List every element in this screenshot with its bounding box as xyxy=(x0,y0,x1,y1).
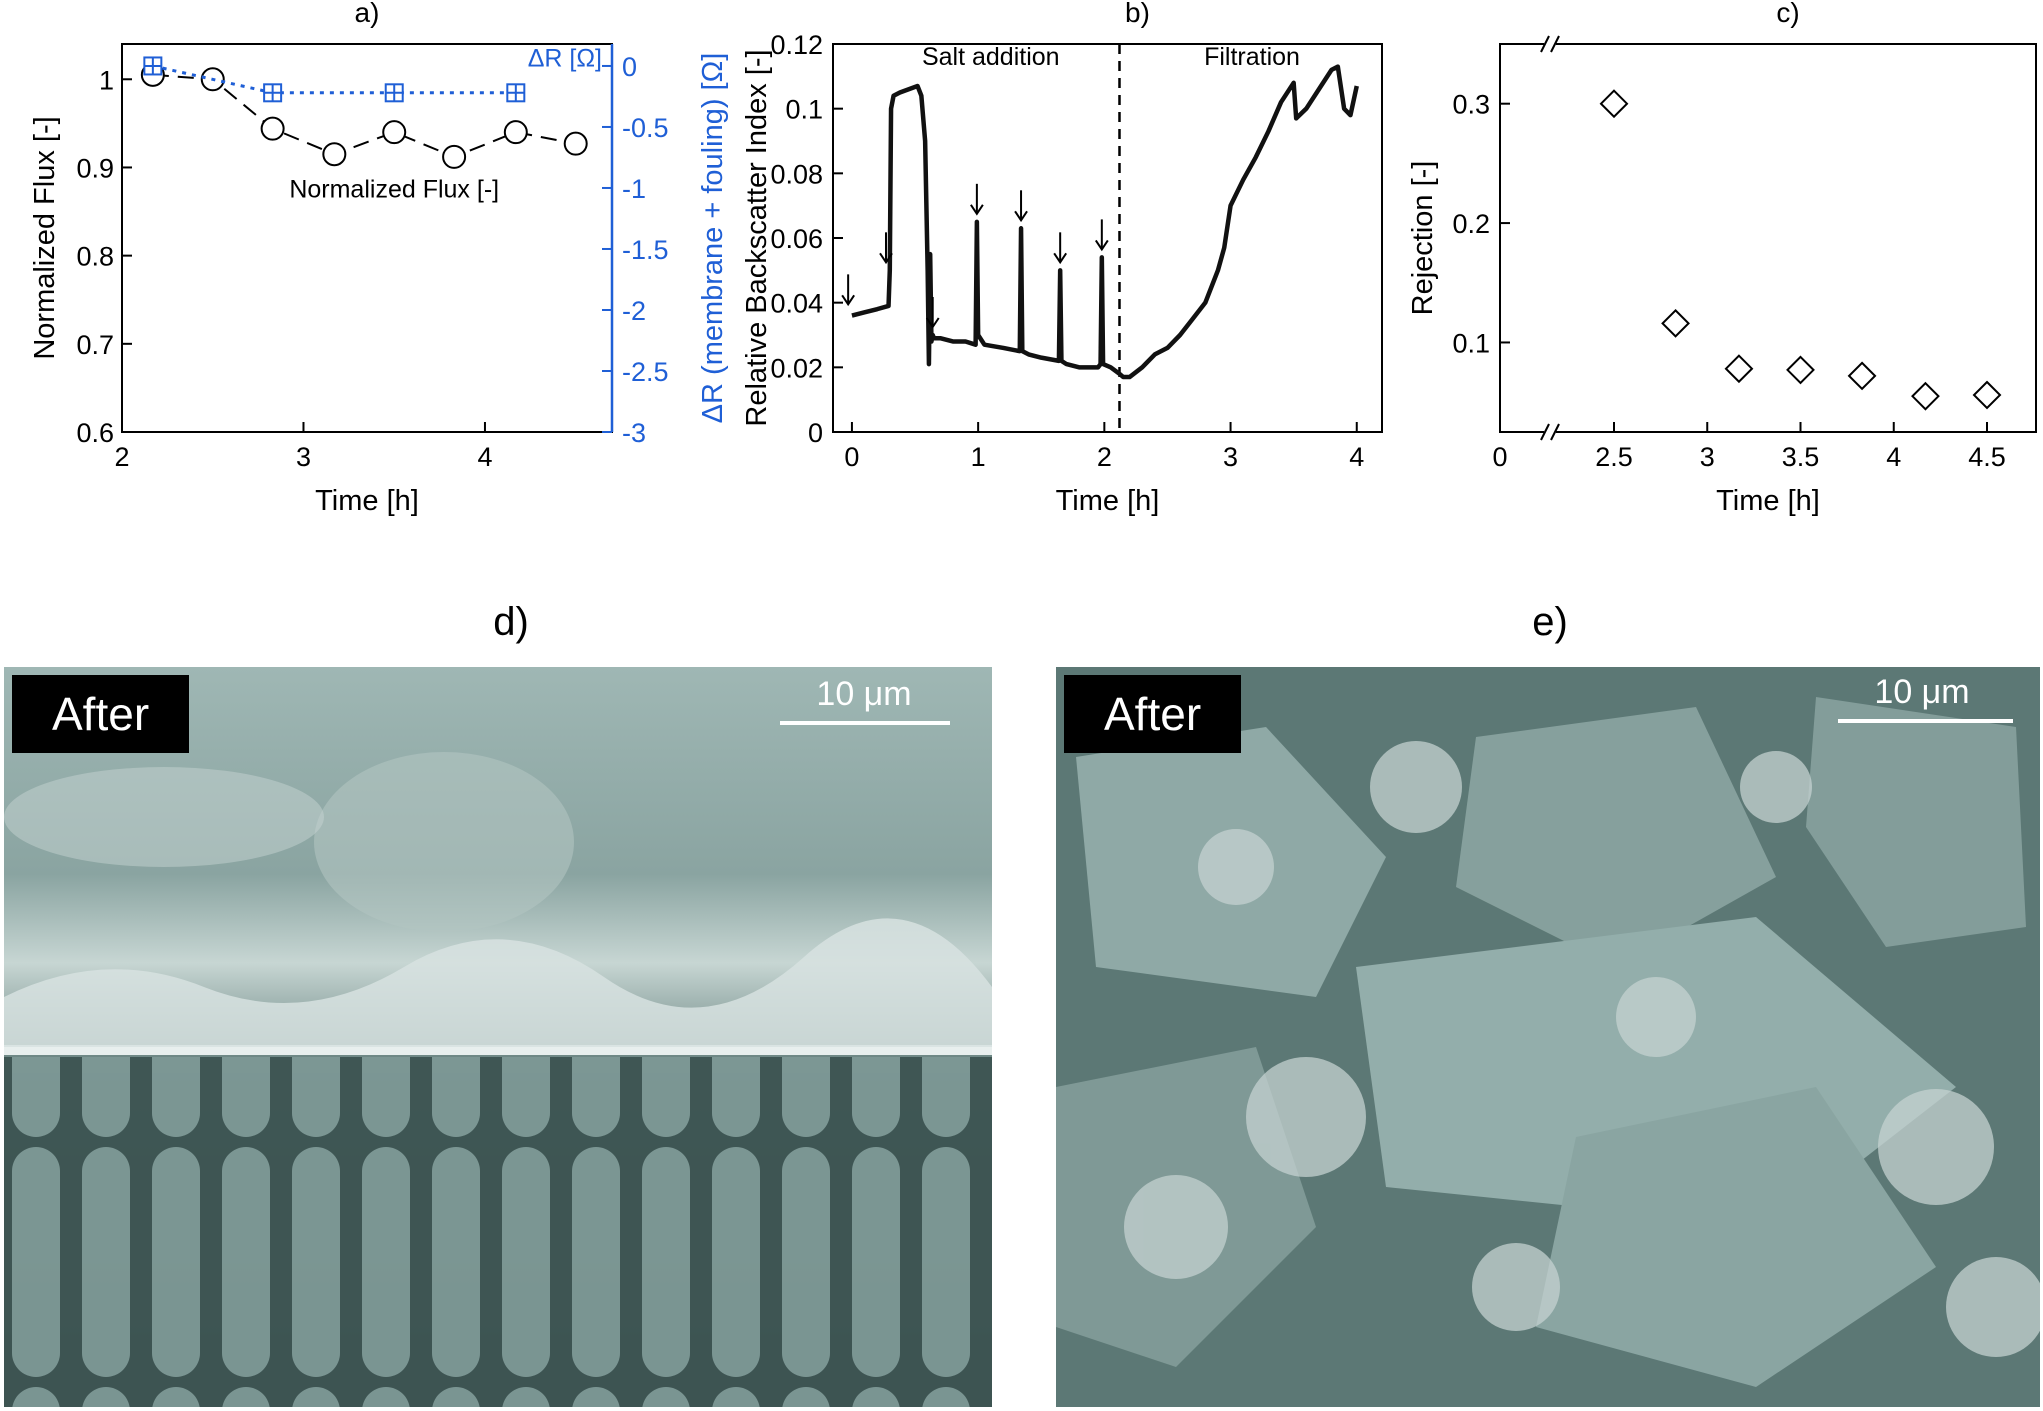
axis-break-slash-c xyxy=(1550,423,1560,441)
y2-tick-label-a: 0 xyxy=(622,52,637,82)
sem-top-view-image xyxy=(1056,667,2040,1407)
scalebar-label-e: 10 μm xyxy=(1874,673,1970,711)
panel-label-b: b) xyxy=(1125,0,1150,28)
arrow-head-b xyxy=(1014,210,1028,223)
x-tick-label-b: 1 xyxy=(971,442,986,472)
y-tick-label-a: 0.7 xyxy=(76,330,114,360)
axis-break-slash-c xyxy=(1540,35,1550,53)
flux-point xyxy=(503,120,528,145)
y2-tick-label-a: -2.5 xyxy=(622,357,669,387)
chart-c: 0 2.5 3 3.5 4 4.5 0.1 0.2 0.3 c) Time [h] Rejection… xyxy=(1407,0,2037,517)
y-axis-label-b: Relative Backscatter Index [-] xyxy=(741,49,773,426)
x-tick-label-c: 4.5 xyxy=(1968,442,2006,472)
y-tick-label-b: 0.06 xyxy=(770,224,823,254)
arrow-head-b xyxy=(841,294,855,307)
x-axis-label-b: Time [h] xyxy=(1056,485,1160,517)
y-tick-label-a: 1 xyxy=(99,65,114,95)
arrow-head-b xyxy=(925,317,940,329)
x-tick-label-a: 2 xyxy=(114,442,129,472)
arrow-head-b xyxy=(1053,252,1068,265)
y2-tick-label-a: -1.5 xyxy=(622,235,669,265)
panel-label-d: d) xyxy=(493,600,529,644)
y-tick-label-b: 0.02 xyxy=(770,353,823,383)
y-axis-label-a: Normalized Flux [-] xyxy=(29,116,61,359)
y-tick-label-a: 0.9 xyxy=(76,153,114,183)
rejection-point xyxy=(1724,354,1754,384)
annotation-b: Filtration xyxy=(1204,43,1300,71)
x-tick-label-b: 0 xyxy=(844,442,859,472)
x-tick-label-c: 4 xyxy=(1886,442,1901,472)
sem-image-e: After 10 μm xyxy=(1056,667,2040,1407)
series-label-flux: Normalized Flux [-] xyxy=(289,176,499,204)
y2-tick-label-a: -3 xyxy=(622,418,646,448)
plot-frame-a xyxy=(121,43,613,433)
rejection-point xyxy=(1786,355,1815,385)
rejection-point xyxy=(1972,380,2002,410)
y-tick-label-c: 0.3 xyxy=(1452,90,1490,120)
flux-point xyxy=(322,142,347,167)
chart-b: 0 1 2 3 4 0 0.02 0.04 0.06 0.08 0.1 0.12 b) Time [h] R… xyxy=(741,0,1383,517)
panel-label-c: c) xyxy=(1776,0,1799,28)
y-tick-label-b: 0.04 xyxy=(770,289,823,319)
x-tick-label-c: 0 xyxy=(1492,442,1507,472)
arrow-head-b xyxy=(879,252,893,265)
y2-tick-label-a: -2 xyxy=(622,296,646,326)
x-tick-label-a: 4 xyxy=(477,442,492,472)
axis-break-slash-c xyxy=(1550,35,1560,53)
flux-point xyxy=(260,116,285,141)
after-tag-d: After xyxy=(12,675,190,753)
after-tag-e: After xyxy=(1064,675,1242,753)
y-tick-label-a: 0.8 xyxy=(76,242,114,272)
x-tick-label-c: 2.5 xyxy=(1595,442,1633,472)
y-tick-label-b: 0.12 xyxy=(770,30,823,60)
x-tick-label-c: 3 xyxy=(1700,442,1715,472)
series-line-dr xyxy=(152,64,516,95)
arrow-head-b xyxy=(970,204,984,216)
sem-cross-section-image xyxy=(4,667,992,1407)
y-axis-label-c: Rejection [-] xyxy=(1407,161,1439,316)
flux-point xyxy=(382,120,407,145)
y-tick-label-b: 0.08 xyxy=(770,159,823,189)
y2-tick-label-a: -0.5 xyxy=(622,113,669,143)
scalebar-d xyxy=(780,721,950,725)
chart-a: 2 3 4 0.6 0.7 0.8 0.9 1 -3 -2.5 -2 -1.5 -1 -0.5 0 a) Tim… xyxy=(29,0,729,517)
rejection-point xyxy=(1661,308,1690,338)
panel-label-a: a) xyxy=(355,0,380,28)
flux-point xyxy=(442,144,467,169)
y-tick-label-c: 0.1 xyxy=(1452,328,1490,358)
x-tick-label-b: 3 xyxy=(1223,442,1238,472)
rejection-point xyxy=(1847,361,1877,391)
x-tick-label-a: 3 xyxy=(296,442,311,472)
y2-tick-label-a: -1 xyxy=(622,174,646,204)
scalebar-label-d: 10 μm xyxy=(816,675,912,713)
x-tick-label-b: 4 xyxy=(1349,442,1364,472)
plot-frame-b xyxy=(832,43,1383,433)
sem-image-d: After 10 μm xyxy=(4,667,992,1407)
arrow-head-b xyxy=(1094,239,1109,252)
x-axis-label-a: Time [h] xyxy=(315,485,419,517)
y-tick-label-a: 0.6 xyxy=(76,418,114,448)
axis-break-slash-c xyxy=(1540,423,1550,441)
annotation-b: Salt addition xyxy=(922,43,1060,71)
x-axis-label-c: Time [h] xyxy=(1716,485,1820,517)
y2-axis-label-a: ΔR (membrane + fouling) [Ω] xyxy=(697,53,729,424)
panel-label-e: e) xyxy=(1532,600,1568,644)
rejection-point xyxy=(1911,381,1940,411)
y-tick-label-b: 0.1 xyxy=(785,95,823,125)
x-tick-label-b: 2 xyxy=(1097,442,1112,472)
flux-point xyxy=(563,131,588,156)
series-label-dr: ΔR [Ω] xyxy=(528,45,602,73)
plot-frame-c xyxy=(1499,43,2037,433)
series-line-backscatter xyxy=(851,64,1359,380)
rejection-point xyxy=(1599,89,1629,119)
x-tick-label-c: 3.5 xyxy=(1782,442,1820,472)
y-tick-label-c: 0.2 xyxy=(1452,209,1490,239)
y-tick-label-b: 0 xyxy=(808,418,823,448)
scalebar-e xyxy=(1838,719,2013,723)
